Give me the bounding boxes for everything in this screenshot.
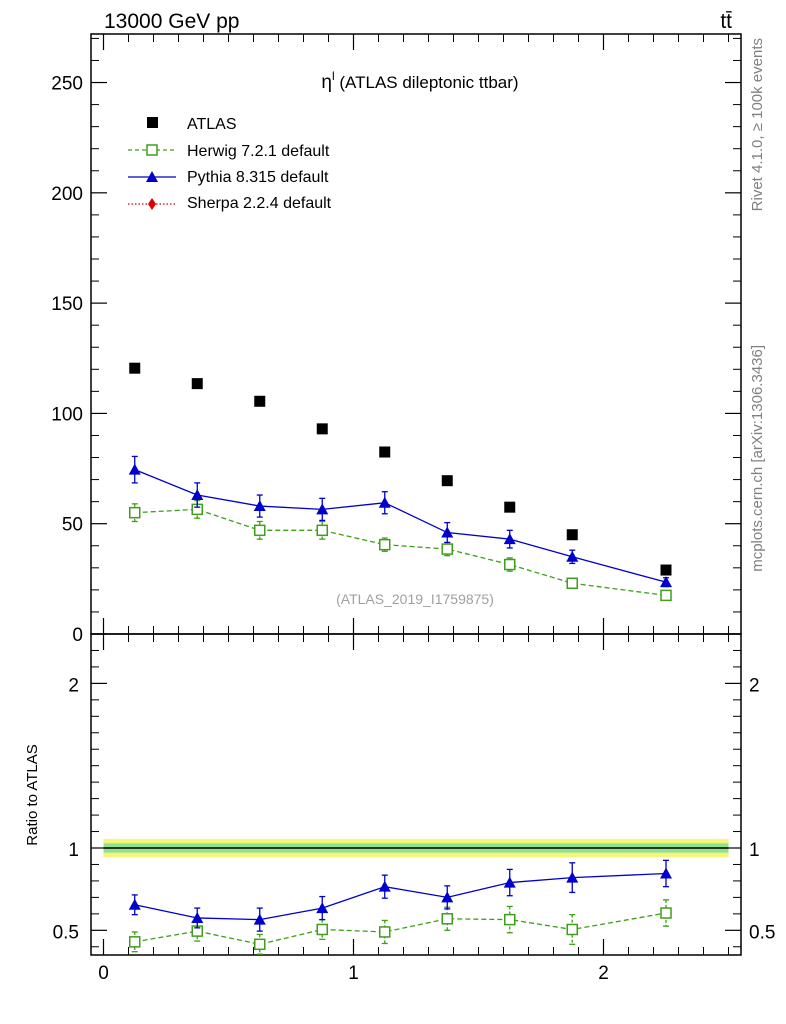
ratio-ylabel: Ratio to ATLAS: [24, 744, 41, 845]
main-ytick-label: 250: [51, 74, 83, 95]
ratio-pythia-point: [316, 902, 329, 914]
main-ytick-label: 0: [72, 625, 83, 646]
main-pythia-point: [441, 526, 454, 538]
legend-atlas-label: ATLAS: [187, 116, 237, 133]
main-pythia-point: [503, 533, 516, 545]
main-ytick-label: 150: [51, 294, 83, 315]
main-atlas-point: [254, 395, 266, 407]
ratio-ytick-label-right: 0.5: [749, 922, 775, 943]
main-atlas-point: [316, 423, 328, 435]
title-rest: (ATLAS dileptonic ttbar): [335, 73, 519, 92]
ratio-panel-frame: [90, 633, 742, 956]
ratio-ytick-label-right: 1: [749, 840, 760, 861]
legend-sherpa-label: Sherpa 2.2.4 default: [187, 195, 332, 212]
main-pythia-point: [253, 500, 266, 512]
rivet-version-label: Rivet 4.1.0, ≥ 100k events: [749, 38, 766, 211]
legend-pythia-marker: [146, 171, 158, 182]
legend-entry-sherpa: Sherpa 2.2.4 default: [128, 195, 332, 212]
legend-sherpa-marker: [148, 198, 156, 210]
main-pythia-series: [128, 455, 672, 588]
main-atlas-point: [129, 362, 141, 374]
header-process-label: tt̄: [720, 10, 732, 33]
ratio-pythia-point: [503, 876, 516, 888]
main-atlas-point: [566, 529, 578, 541]
main-herwig-point: [316, 524, 328, 537]
main-pythia-point: [316, 503, 329, 515]
ratio-pythia-series: [128, 859, 672, 932]
ratio-ytick-label: 0.5: [53, 922, 79, 943]
main-herwig-point: [660, 589, 672, 602]
xtick-label: 2: [598, 963, 609, 984]
ratio-pythia-point: [660, 867, 672, 879]
ratio-pythia-line: [134, 872, 667, 921]
legend-atlas-marker: [147, 117, 158, 128]
xtick-label: 1: [348, 963, 359, 984]
main-herwig-point: [441, 543, 453, 555]
legend-herwig-marker: [146, 144, 158, 156]
legend-entry-herwig: Herwig 7.2.1 default: [128, 143, 330, 160]
main-y-axis: 0 50 100 150 200 250: [51, 37, 741, 646]
ratio-pythia-point: [378, 880, 391, 892]
legend-herwig-label: Herwig 7.2.1 default: [187, 143, 330, 160]
ratio-herwig-point: [254, 938, 266, 951]
title-superscript: l: [332, 69, 335, 83]
main-data-series: [128, 362, 672, 602]
ratio-herwig-point: [441, 913, 453, 925]
ratio-y-axis: 0.5 0.5 1 1 2 2: [53, 649, 775, 948]
main-plot-title: ηl (ATLAS dileptonic ttbar): [321, 69, 518, 93]
ratio-data-series: [128, 859, 672, 955]
main-ytick-label: 200: [51, 184, 83, 205]
main-herwig-point: [504, 558, 516, 571]
title-eta: η: [321, 72, 332, 93]
ratio-ytick-label: 1: [68, 840, 79, 861]
main-herwig-point: [129, 506, 141, 519]
legend-pythia-label: Pythia 8.315 default: [187, 169, 329, 186]
ratio-pythia-point: [191, 911, 204, 923]
ratio-herwig-point: [504, 913, 516, 926]
x-axis: 0 1 2: [98, 34, 729, 984]
main-atlas-point: [441, 475, 453, 487]
main-atlas-series: [129, 362, 672, 576]
ratio-herwig-point: [316, 923, 328, 936]
legend-entry-pythia: Pythia 8.315 default: [128, 169, 329, 186]
ratio-pythia-point: [128, 898, 141, 910]
ratio-pythia-point: [566, 871, 579, 883]
ratio-ytick-label-right: 2: [749, 675, 760, 696]
ratio-herwig-point: [660, 907, 672, 919]
main-pythia-line: [134, 469, 667, 583]
header-energy-label: 13000 GeV pp: [104, 10, 239, 33]
mcplots-source-label: mcplots.cern.ch [arXiv:1306.3436]: [749, 345, 766, 572]
analysis-watermark: (ATLAS_2019_I1759875): [336, 591, 494, 607]
ratio-pythia-point: [441, 891, 454, 903]
xtick-label: 0: [98, 963, 109, 984]
legend: ATLAS Herwig 7.2.1 default Pythia 8.315 …: [128, 116, 332, 212]
legend-entry-atlas: ATLAS: [147, 116, 237, 133]
main-ytick-label: 100: [51, 404, 83, 425]
ratio-herwig-line: [134, 912, 667, 945]
main-atlas-point: [379, 446, 391, 458]
main-pythia-point: [378, 496, 391, 508]
main-atlas-point: [191, 378, 203, 390]
ratio-herwig-point: [566, 923, 578, 936]
main-herwig-line: [134, 508, 667, 597]
main-pythia-point: [660, 576, 672, 588]
ratio-herwig-point: [129, 936, 141, 948]
main-atlas-point: [660, 564, 672, 576]
main-ytick-label: 50: [62, 515, 83, 536]
ratio-uncertainty-band: [103, 838, 729, 858]
ratio-pythia-point: [253, 913, 266, 925]
ratio-ytick-label: 2: [68, 675, 79, 696]
ratio-herwig-point: [379, 926, 391, 938]
main-pythia-point: [191, 489, 204, 501]
main-pythia-point: [128, 463, 141, 475]
main-herwig-series: [129, 499, 672, 602]
ratio-herwig-series: [129, 899, 672, 955]
main-herwig-point: [379, 538, 391, 551]
main-herwig-point: [254, 524, 266, 537]
main-atlas-point: [504, 501, 516, 513]
main-pythia-point: [566, 550, 579, 562]
main-herwig-point: [566, 577, 578, 590]
